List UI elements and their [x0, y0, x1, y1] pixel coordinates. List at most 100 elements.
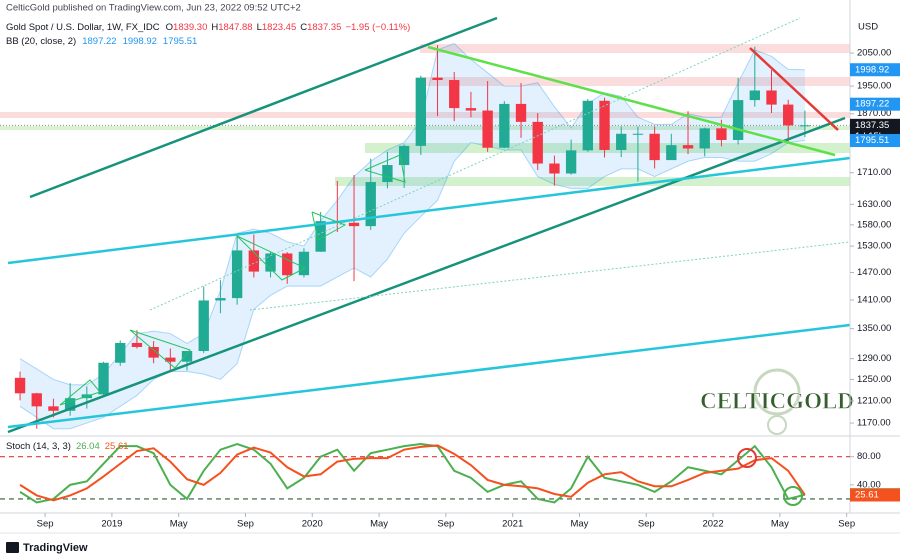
candle-body: [115, 342, 126, 363]
legend-key: O: [166, 22, 173, 33]
x-tick-label: 2021: [502, 519, 523, 530]
y-tick-label: 1530.00: [857, 241, 891, 252]
footer-brand: TradingView: [23, 542, 88, 554]
price-tag-label: 1998.92: [855, 64, 889, 75]
legend-key: L: [257, 22, 262, 33]
price-tag: [850, 63, 900, 77]
candle-body: [582, 100, 593, 151]
legend-value: 1897.22: [82, 36, 116, 47]
flag-pattern: [59, 379, 101, 406]
candle-body: [315, 221, 326, 252]
legend-value: 1837.35: [307, 22, 341, 33]
candle-body: [31, 393, 42, 407]
y-tick-label: 40.00: [857, 479, 881, 490]
logo-knot: [753, 368, 801, 416]
x-tick-label: May: [570, 519, 588, 530]
legend-title: BB (20, close, 2): [6, 36, 76, 47]
y-tick-label: 1290.00: [857, 353, 891, 364]
legend-value: 1795.51: [163, 36, 197, 47]
cyan-line: [7, 156, 851, 265]
candle-body: [165, 357, 176, 362]
candle-body: [532, 121, 543, 164]
candle-body: [699, 128, 710, 149]
flag-pattern: [236, 235, 307, 281]
flag-pattern: [129, 329, 191, 369]
channel-mid: [149, 17, 801, 311]
candle-body: [365, 182, 376, 227]
y-tick-label: 1470.00: [857, 267, 891, 278]
candle-body: [432, 77, 443, 81]
candle-body: [749, 90, 760, 101]
y-tick-label: 1950.00: [857, 81, 891, 92]
x-tick-label: May: [170, 519, 188, 530]
wedge-line: [427, 45, 836, 157]
currency-label: USD: [858, 22, 878, 33]
published-note: CelticGold published on TradingView.com,…: [6, 3, 301, 14]
price-tag: [850, 488, 900, 502]
legend-value: 1839.30: [173, 22, 207, 33]
channel-upper: [29, 16, 498, 199]
x-tick-label: Sep: [838, 519, 855, 530]
x-tick-label: 2022: [702, 519, 723, 530]
y-tick-label: 1250.00: [857, 374, 891, 385]
bb-lower: [19, 140, 805, 430]
cyan-line: [7, 323, 851, 429]
candle-body: [64, 398, 76, 411]
y-tick-label: 1210.00: [857, 395, 891, 406]
y-tick-label: 2050.00: [857, 48, 891, 59]
candle-body: [465, 108, 477, 111]
legend-value: 26.04: [76, 441, 100, 452]
candle-body: [215, 298, 226, 301]
candle-body: [482, 110, 493, 148]
candle-body: [732, 100, 744, 140]
candle-body: [499, 103, 510, 148]
candle-body: [282, 253, 293, 276]
candle-body: [48, 406, 59, 411]
x-tick-label: Sep: [638, 519, 655, 530]
y-tick-label: 1630.00: [857, 199, 891, 210]
channel-lower: [7, 116, 846, 434]
trend-lines: [7, 16, 851, 434]
x-tick-label: May: [771, 519, 789, 530]
candle-body: [632, 133, 644, 135]
stoch-legend: Stoch (14, 3, 3) 26.04 25.61: [6, 441, 129, 452]
candle-body: [181, 351, 193, 362]
flag-pattern: [311, 211, 347, 241]
watermark: CELTICGOLD: [700, 388, 854, 413]
price-tag: [850, 134, 900, 148]
candle-body: [616, 133, 627, 150]
candle-body: [799, 125, 811, 127]
resistance-zone: [420, 77, 850, 86]
candle-body: [515, 103, 527, 122]
candle-body: [131, 342, 143, 347]
price-tag: [850, 97, 900, 111]
candle-body: [599, 100, 610, 150]
y-tick-label: 1170.00: [857, 418, 891, 429]
candle-body: [565, 150, 577, 174]
y-tick-label: 80.00: [857, 451, 881, 462]
x-tick-label: Sep: [437, 519, 454, 530]
flag-pattern: [364, 154, 406, 183]
bb-legend: BB (20, close, 2) 1897.22 1998.92 1795.51: [6, 36, 197, 47]
legend-value: 1823.45: [262, 22, 296, 33]
x-tick-label: 2020: [302, 519, 323, 530]
x-tick-label: Sep: [237, 519, 254, 530]
legend-value: 25.61: [105, 441, 129, 452]
price-tag-label: 1837.35: [855, 120, 889, 131]
logo-knot: [767, 415, 787, 435]
stoch-line: [19, 444, 806, 502]
y-tick-label: 1870.00: [857, 108, 891, 119]
candle-body: [382, 165, 393, 183]
candle-body: [231, 250, 243, 299]
candle-body: [198, 300, 209, 352]
candle-body: [148, 346, 159, 358]
price-tag-label: 1795.51: [855, 135, 889, 146]
pane-background: [0, 456, 850, 499]
price-legend: Gold Spot / U.S. Dollar, 1W, FX_IDC O1839…: [6, 22, 410, 33]
candle-body: [716, 128, 727, 140]
candle-body: [666, 145, 677, 161]
brand-icon: [6, 542, 19, 553]
y-tick-label: 1350.00: [857, 323, 891, 334]
candle-body: [98, 362, 109, 395]
resistance-zone: [420, 44, 850, 53]
